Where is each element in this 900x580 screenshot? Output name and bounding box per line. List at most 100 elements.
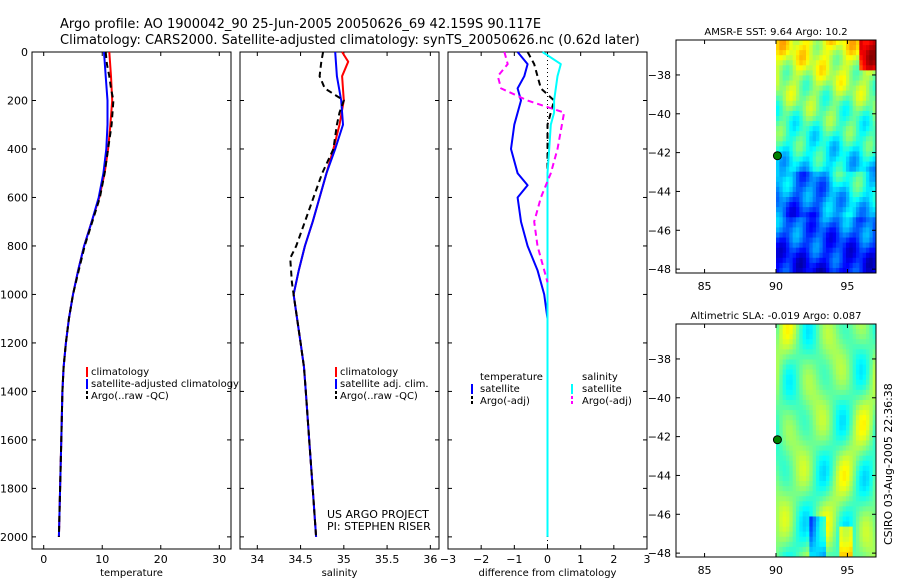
- heatmap-cell: [872, 252, 877, 259]
- heatmap-cell: [799, 100, 804, 107]
- heatmap-cell: [779, 359, 784, 365]
- heatmap-cell: [796, 70, 800, 76]
- heatmap-cell: [832, 212, 837, 218]
- heatmap-cell: [776, 470, 780, 477]
- heatmap-cell: [802, 197, 807, 203]
- heatmap-cell: [799, 222, 804, 228]
- heatmap-cell: [802, 171, 807, 178]
- heatmap-cell: [806, 176, 810, 183]
- heatmap-cell: [842, 491, 847, 497]
- heatmap-cell: [859, 415, 864, 421]
- heatmap-cell: [866, 455, 870, 462]
- map-field: [776, 324, 877, 558]
- heatmap-cell: [822, 80, 827, 86]
- heatmap-cell: [806, 551, 810, 558]
- heatmap-cell: [859, 374, 864, 381]
- heatmap-cell: [869, 491, 874, 497]
- heatmap-cell: [789, 551, 794, 558]
- heatmap-cell: [846, 536, 850, 543]
- heatmap-cell: [782, 450, 787, 457]
- heatmap-cell: [859, 212, 864, 218]
- heatmap-cell: [852, 486, 857, 492]
- heatmap-cell: [786, 176, 790, 183]
- heatmap-cell: [839, 156, 844, 162]
- heatmap-cell: [869, 65, 874, 71]
- heatmap-cell: [846, 166, 850, 173]
- heatmap-cell: [786, 394, 790, 401]
- heatmap-cell: [792, 161, 797, 168]
- heatmap-cell: [849, 455, 854, 462]
- heatmap-cell: [779, 191, 784, 198]
- heatmap-cell: [836, 475, 840, 482]
- heatmap-cell: [862, 551, 867, 558]
- heatmap-cell: [869, 181, 874, 188]
- heatmap-cell: [792, 546, 797, 553]
- heatmap-cell: [802, 40, 807, 46]
- heatmap-cell: [832, 176, 837, 183]
- heatmap-cell: [862, 181, 867, 188]
- heatmap-cell: [819, 131, 824, 137]
- heatmap-cell: [862, 399, 867, 406]
- heatmap-cell: [872, 247, 877, 254]
- heatmap-cell: [869, 455, 874, 462]
- heatmap-cell: [816, 344, 820, 350]
- heatmap-cell: [836, 546, 840, 553]
- heatmap-cell: [846, 339, 850, 345]
- heatmap-cell: [819, 60, 824, 66]
- heatmap-cell: [779, 460, 784, 467]
- heatmap-cell: [789, 176, 794, 183]
- heatmap-cell: [789, 334, 794, 340]
- heatmap-cell: [842, 425, 847, 431]
- heatmap-cell: [872, 496, 877, 502]
- heatmap-cell: [799, 501, 804, 507]
- heatmap-cell: [849, 217, 854, 223]
- heatmap-cell: [792, 126, 797, 132]
- heatmap-cell: [819, 415, 824, 421]
- heatmap-cell: [802, 420, 807, 426]
- heatmap-cell: [796, 90, 800, 97]
- heatmap-cell: [782, 435, 787, 441]
- heatmap-cell: [796, 389, 800, 396]
- heatmap-cell: [846, 475, 850, 482]
- heatmap-cell: [826, 115, 830, 122]
- heatmap-cell: [846, 425, 850, 431]
- heatmap-cell: [826, 141, 830, 147]
- x-tick-label: 35: [337, 553, 351, 566]
- heatmap-cell: [779, 379, 784, 386]
- heatmap-cell: [776, 166, 780, 173]
- heatmap-cell: [836, 55, 840, 61]
- heatmap-cell: [842, 191, 847, 198]
- heatmap-cell: [796, 521, 800, 528]
- heatmap-cell: [779, 384, 784, 391]
- heatmap-cell: [799, 50, 804, 56]
- heatmap-cell: [862, 410, 867, 416]
- heatmap-cell: [839, 460, 844, 467]
- heatmap-cell: [786, 354, 790, 360]
- heatmap-cell: [796, 551, 800, 558]
- heatmap-cell: [849, 435, 854, 441]
- heatmap-cell: [836, 197, 840, 203]
- heatmap-cell: [816, 425, 820, 431]
- heatmap-cell: [782, 186, 787, 193]
- heatmap-cell: [826, 136, 830, 142]
- heatmap-cell: [796, 65, 800, 71]
- heatmap-cell: [832, 146, 837, 152]
- heatmap-cell: [829, 526, 834, 533]
- heatmap-cell: [836, 252, 840, 259]
- heatmap-cell: [822, 45, 827, 51]
- heatmap-cell: [872, 369, 877, 376]
- heatmap-cell: [832, 232, 837, 238]
- heatmap-cell: [842, 151, 847, 157]
- heatmap-cell: [836, 95, 840, 102]
- heatmap-cell: [792, 450, 797, 457]
- heatmap-cell: [842, 455, 847, 462]
- heatmap-cell: [819, 379, 824, 386]
- x-tick-label: 34.5: [288, 553, 313, 566]
- heatmap-cell: [829, 90, 834, 97]
- heatmap-cell: [839, 344, 844, 350]
- heatmap-cell: [846, 379, 850, 386]
- heatmap-cell: [836, 80, 840, 86]
- series-line-salinity-satellite: [541, 51, 562, 537]
- heatmap-cell: [829, 191, 834, 198]
- heatmap-cell: [866, 460, 870, 467]
